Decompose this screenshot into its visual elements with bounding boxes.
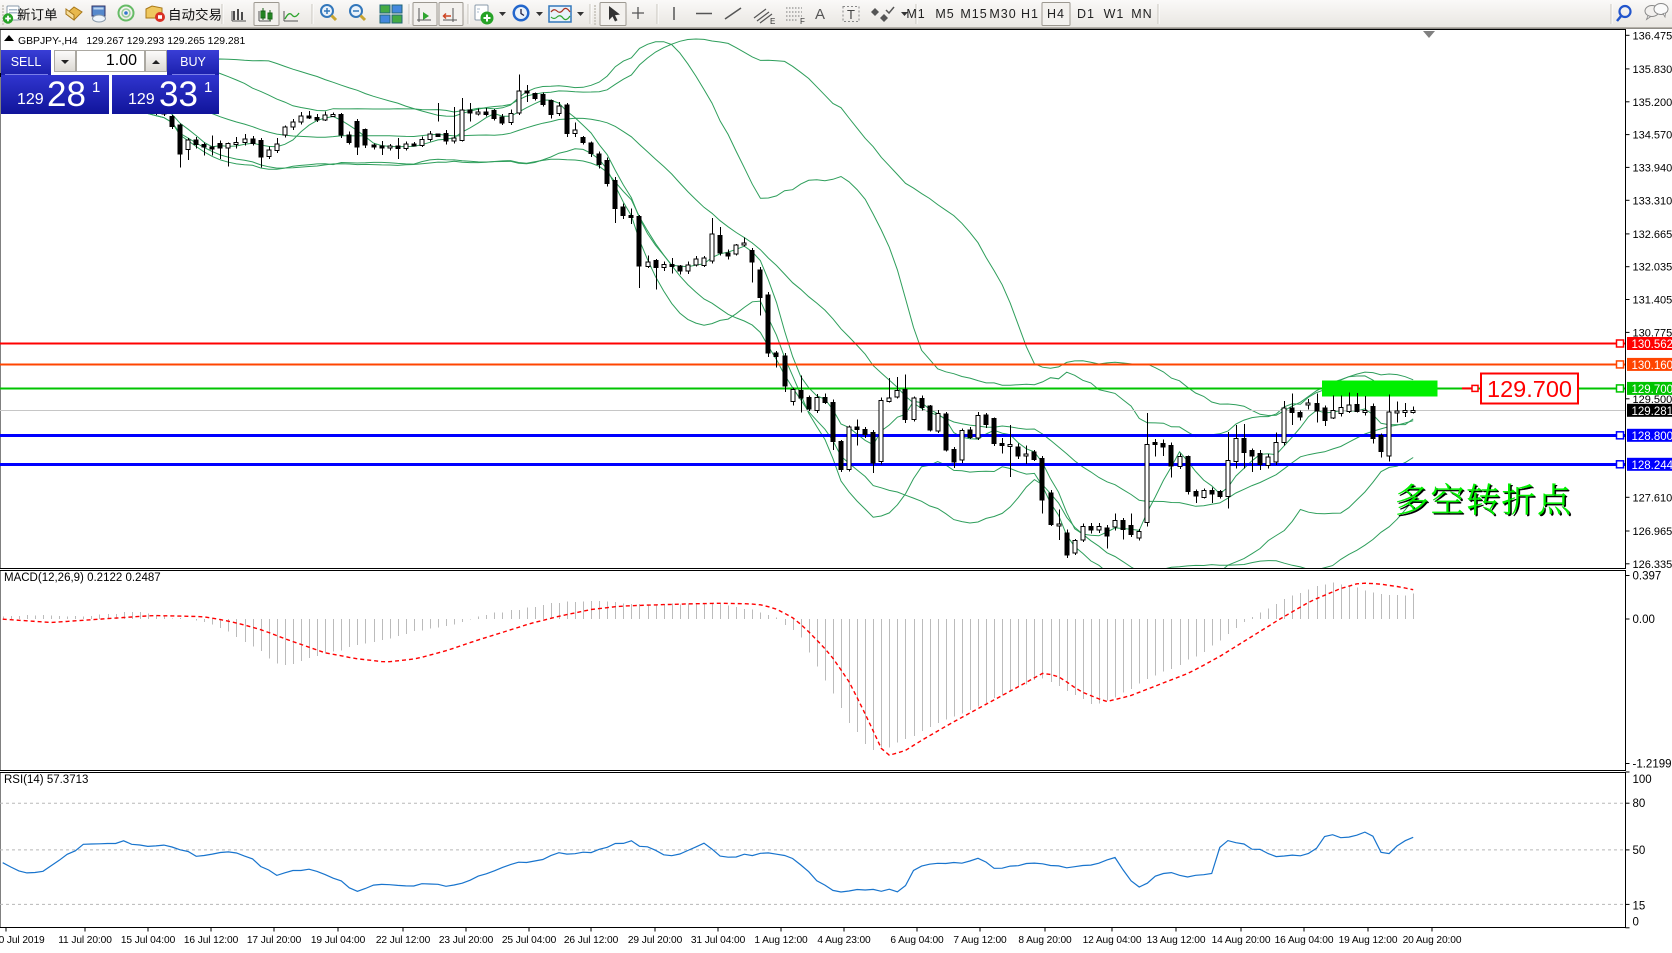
svg-text:31 Jul 04:00: 31 Jul 04:00 xyxy=(691,935,746,946)
svg-text:GBPJPY-,H4 129.267 129.293 1: GBPJPY-,H4 129.267 129.293 129.265 129.2… xyxy=(18,36,245,47)
svg-text:15 Jul 04:00: 15 Jul 04:00 xyxy=(121,935,176,946)
svg-text:100: 100 xyxy=(1633,774,1652,786)
svg-text:-1.2199: -1.2199 xyxy=(1633,759,1672,771)
svg-text:129.281: 129.281 xyxy=(1632,406,1672,418)
svg-text:19 Aug 12:00: 19 Aug 12:00 xyxy=(1339,935,1398,946)
svg-text:4 Aug 23:00: 4 Aug 23:00 xyxy=(817,935,871,946)
svg-text:126.335: 126.335 xyxy=(1633,559,1672,571)
svg-text:16 Aug 04:00: 16 Aug 04:00 xyxy=(1275,935,1334,946)
svg-text:16 Jul 12:00: 16 Jul 12:00 xyxy=(184,935,239,946)
svg-text:0: 0 xyxy=(1633,917,1639,929)
svg-text:11 Jul 20:00: 11 Jul 20:00 xyxy=(58,935,112,946)
svg-text:14 Aug 20:00: 14 Aug 20:00 xyxy=(1212,935,1271,946)
svg-text:136.475: 136.475 xyxy=(1633,30,1672,42)
svg-text:126.965: 126.965 xyxy=(1633,526,1672,538)
svg-text:127.610: 127.610 xyxy=(1633,492,1672,504)
svg-text:135.830: 135.830 xyxy=(1633,64,1672,76)
svg-text:129.700: 129.700 xyxy=(1632,384,1672,396)
svg-text:22 Jul 12:00: 22 Jul 12:00 xyxy=(376,935,431,946)
svg-text:6 Aug 04:00: 6 Aug 04:00 xyxy=(890,935,944,946)
svg-text:15: 15 xyxy=(1633,901,1646,913)
svg-text:13 Aug 12:00: 13 Aug 12:00 xyxy=(1147,935,1206,946)
svg-text:80: 80 xyxy=(1633,798,1646,810)
svg-text:12 Aug 04:00: 12 Aug 04:00 xyxy=(1083,935,1142,946)
svg-text:8 Aug 20:00: 8 Aug 20:00 xyxy=(1018,935,1072,946)
svg-text:133.940: 133.940 xyxy=(1633,162,1672,174)
svg-text:RSI(14) 57.3713: RSI(14) 57.3713 xyxy=(4,774,88,786)
svg-text:131.405: 131.405 xyxy=(1633,295,1672,307)
svg-text:26 Jul 12:00: 26 Jul 12:00 xyxy=(564,935,619,946)
svg-text:19 Jul 04:00: 19 Jul 04:00 xyxy=(311,935,366,946)
svg-text:0.397: 0.397 xyxy=(1633,571,1662,583)
svg-text:128.800: 128.800 xyxy=(1632,431,1672,443)
svg-text:128.244: 128.244 xyxy=(1632,460,1672,472)
svg-text:17 Jul 20:00: 17 Jul 20:00 xyxy=(247,935,302,946)
svg-text:129.700: 129.700 xyxy=(1487,376,1572,402)
svg-text:132.035: 132.035 xyxy=(1633,262,1672,274)
svg-text:25 Jul 04:00: 25 Jul 04:00 xyxy=(502,935,557,946)
svg-text:20 Aug 20:00: 20 Aug 20:00 xyxy=(1403,935,1462,946)
svg-text:130.160: 130.160 xyxy=(1632,360,1672,372)
svg-text:134.570: 134.570 xyxy=(1633,130,1672,142)
svg-text:MACD(12,26,9) 0.2122 0.2487: MACD(12,26,9) 0.2122 0.2487 xyxy=(4,572,161,584)
svg-text:132.665: 132.665 xyxy=(1633,229,1672,241)
svg-text:0.00: 0.00 xyxy=(1633,614,1655,626)
svg-text:130.562: 130.562 xyxy=(1632,339,1672,351)
svg-text:7 Aug 12:00: 7 Aug 12:00 xyxy=(953,935,1007,946)
svg-text:29 Jul 20:00: 29 Jul 20:00 xyxy=(628,935,683,946)
svg-text:1 Aug 12:00: 1 Aug 12:00 xyxy=(754,935,808,946)
svg-text:10 Jul 2019: 10 Jul 2019 xyxy=(0,935,45,946)
svg-text:23 Jul 20:00: 23 Jul 20:00 xyxy=(439,935,494,946)
svg-text:50: 50 xyxy=(1633,845,1646,857)
svg-text:133.310: 133.310 xyxy=(1633,195,1672,207)
svg-text:135.200: 135.200 xyxy=(1633,97,1672,109)
